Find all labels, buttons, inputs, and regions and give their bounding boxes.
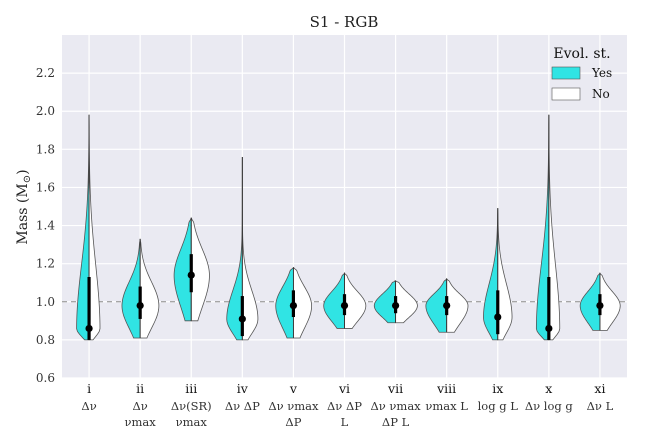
violin-half-yes	[275, 267, 295, 339]
x-tick-line1: Δν ΔP	[225, 399, 260, 413]
legend-label-yes: Yes	[591, 66, 612, 80]
median-point	[596, 301, 604, 310]
x-tick-roman: xi	[594, 381, 605, 396]
y-tick-label: 1.6	[36, 180, 55, 194]
median-point	[443, 301, 451, 310]
violin-half-no	[293, 267, 313, 339]
x-tick-line1: Δν(SR)	[171, 399, 212, 413]
x-tick-line1: log g L	[478, 399, 519, 413]
x-tick-roman: viii	[436, 381, 456, 396]
y-axis-label-sun-symbol: ⊙	[22, 175, 33, 183]
violin-vi	[323, 272, 367, 329]
y-axis-label-close: )	[15, 169, 31, 174]
y-axis-label-text: Mass (M	[15, 183, 31, 244]
x-tick-roman: vii	[387, 381, 403, 396]
x-tick-line1: Δν L	[587, 399, 614, 413]
legend-swatch-no	[551, 87, 581, 101]
y-tick-label: 1.2	[36, 257, 55, 271]
x-tick-line1: Δν	[81, 399, 96, 413]
chart-title: S1 - RGB	[310, 13, 379, 31]
violin-v	[275, 267, 313, 339]
median-point	[494, 313, 502, 321]
x-tick-roman: iv	[237, 381, 249, 396]
legend: Evol. st. Yes No	[551, 46, 612, 101]
y-tick-label: 0.6	[36, 371, 55, 385]
violin-half-yes	[373, 280, 396, 324]
x-tick-roman: iii	[185, 381, 197, 396]
violin-half-yes	[173, 217, 192, 322]
violin-half-yes	[425, 277, 448, 333]
y-tick-label: 1.8	[36, 142, 55, 156]
y-axis-label: Mass (M⊙)	[15, 169, 33, 244]
y-tick-labels: 0.6 0.8 1.0 1.2 1.4 1.6 1.8 2.0 2.2	[36, 66, 55, 385]
violin-half-no	[599, 272, 621, 331]
median-point	[545, 324, 553, 333]
x-tick-line2: νmax	[125, 415, 157, 429]
legend-label-no: No	[592, 87, 610, 101]
x-tick-line2: νmax	[176, 415, 208, 429]
violin-x	[535, 115, 561, 341]
median-point	[289, 301, 298, 310]
y-tick-label: 2.0	[36, 104, 55, 118]
x-tick-line2: ΔP	[285, 415, 301, 429]
x-tick-roman: ii	[136, 381, 144, 396]
median-point	[85, 324, 93, 333]
violin-iv	[226, 156, 259, 341]
x-tick-roman: v	[289, 381, 298, 396]
violin-half-no	[394, 280, 418, 324]
x-tick-line1: Δν	[133, 399, 148, 413]
median-point	[340, 301, 349, 310]
violin-ix	[483, 208, 513, 341]
violin-viii	[425, 277, 469, 333]
x-tick-roman: ix	[492, 381, 503, 396]
violin-half-no	[446, 277, 469, 333]
median-point	[391, 301, 400, 310]
y-tick-label: 2.2	[36, 66, 55, 80]
violin-i	[76, 114, 101, 341]
median-point	[187, 271, 195, 279]
x-tick-line1: Δν νmax	[268, 399, 319, 413]
violin-xi	[579, 272, 621, 331]
x-tick-line1: νmax L	[425, 399, 468, 413]
median-point	[238, 315, 246, 323]
violin-half-yes	[121, 238, 141, 339]
violin-half-yes	[323, 272, 345, 329]
legend-title: Evol. st.	[553, 46, 610, 62]
x-tick-line1: Δν ΔP	[327, 399, 362, 413]
x-tick-line2: ΔP L	[382, 415, 410, 429]
violin-vii	[373, 280, 418, 324]
median-point	[136, 301, 144, 310]
x-tick-line2: L	[341, 415, 349, 429]
x-tick-line1: Δν νmax	[370, 399, 421, 413]
x-tick-roman: x	[545, 381, 552, 396]
violin-half-no	[139, 238, 160, 339]
x-tick-roman: vi	[338, 381, 350, 396]
violin-ii	[121, 238, 160, 339]
x-tick-roman: i	[87, 381, 91, 396]
y-tick-label: 0.8	[36, 333, 55, 347]
violin-half-yes	[579, 272, 601, 331]
y-tick-label: 1.0	[36, 295, 55, 309]
y-tick-label: 1.4	[36, 219, 55, 233]
violin-half-no	[344, 272, 367, 329]
violin-half-no	[190, 217, 210, 322]
legend-swatch-yes	[551, 66, 581, 80]
x-tick-line1: Δν log g	[525, 399, 574, 413]
violin-iii	[173, 217, 210, 322]
x-tick-labels: i Δν ii Δν νmax iii Δν(SR) νmax iv Δν ΔP v Δν νmax Δ…	[81, 381, 613, 429]
violins	[76, 114, 621, 341]
